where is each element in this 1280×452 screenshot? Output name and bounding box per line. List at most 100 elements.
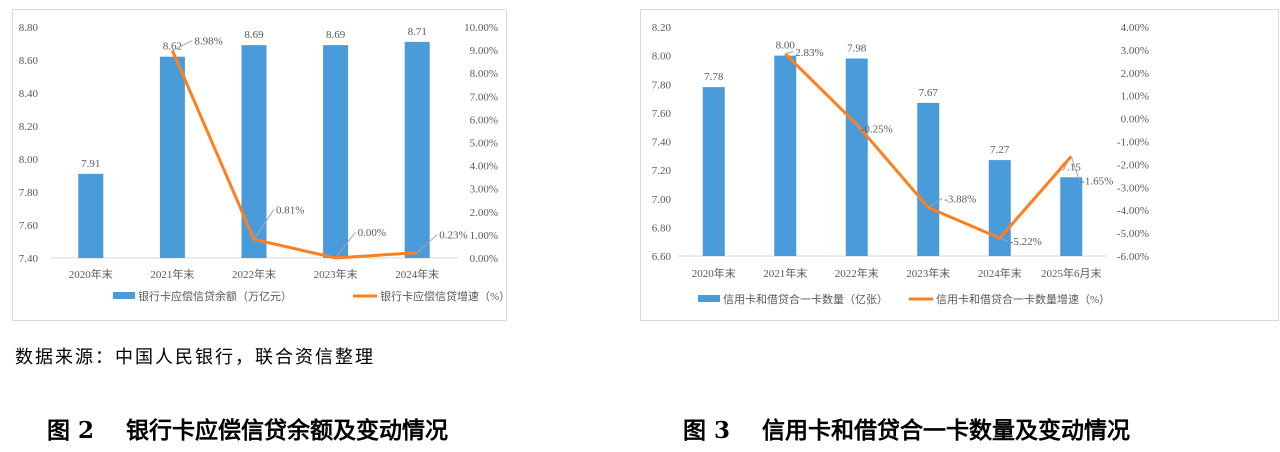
y-axis-tick-label: 7.60 — [19, 220, 39, 232]
data-label-leader — [172, 40, 193, 52]
x-axis-category-label: 2021年末 — [763, 266, 807, 280]
bar — [323, 45, 349, 259]
data-label-leader — [999, 237, 1008, 242]
data-label-leader — [785, 51, 794, 55]
data-label-leader — [253, 209, 275, 240]
data-label-leader — [927, 198, 943, 208]
y-axis-tick-label: 8.20 — [19, 121, 39, 133]
y2-axis-tick-label: 4.00% — [1121, 22, 1149, 34]
y-axis-tick-label: 7.80 — [19, 187, 39, 199]
bar-value-label: 7.98 — [847, 42, 867, 54]
y-axis-tick-label: 8.00 — [652, 51, 672, 63]
chart-card-count: 6.60 6.80 7.00 7.20 7.40 7.60 7.80 8.00 8.20 -6.0… — [640, 9, 1279, 321]
bar — [702, 87, 725, 256]
y2-axis-tick-label: 0.00% — [470, 253, 498, 265]
bar — [774, 55, 797, 256]
data-label-leader — [856, 124, 860, 129]
y2-axis-tick-label: 5.00% — [470, 138, 498, 150]
y2-axis-tick-label: 3.00% — [1121, 45, 1149, 57]
y-axis-tick-label: 6.60 — [652, 251, 672, 263]
legend-bar-swatch — [113, 292, 135, 299]
bar-value-label: 8.71 — [408, 26, 427, 38]
y2-axis-tick-label: -1.00% — [1117, 137, 1149, 149]
y2-axis-tick-label: -4.00% — [1117, 205, 1149, 217]
line-value-label: 0.23% — [439, 230, 467, 242]
data-label-leader — [335, 231, 356, 259]
chart-bank-card-credit-svg: 7.40 7.60 7.80 8.00 8.20 8.40 8.60 8.80 0.00% 1.0… — [19, 22, 510, 303]
figure-3-caption: 图 3 信用卡和借贷合一卡数量及变动情况 — [683, 417, 1131, 444]
x-axis-category-label: 2024年末 — [395, 267, 439, 281]
data-label-leader — [1070, 156, 1080, 181]
y2-axis-tick-label: -6.00% — [1117, 251, 1149, 263]
y-axis-tick-label: 8.20 — [652, 22, 672, 34]
x-axis-category-label: 2020年末 — [69, 267, 113, 281]
bar — [1060, 177, 1083, 256]
y2-axis-tick-label: 3.00% — [470, 184, 498, 196]
bar-value-label: 7.15 — [1062, 161, 1082, 173]
y-axis-tick-label: 7.20 — [652, 165, 672, 177]
y-axis-tick-label: 7.80 — [652, 79, 672, 91]
bar-value-label: 7.91 — [81, 158, 100, 170]
line-value-label: 0.00% — [358, 227, 386, 239]
bar-value-label: 8.00 — [776, 40, 796, 52]
y2-axis-tick-label: -3.00% — [1117, 182, 1149, 194]
bar — [845, 58, 868, 256]
x-axis-category-label: 2024年末 — [978, 266, 1022, 280]
legend-bar-label: 信用卡和借贷合一卡数量（亿张） — [723, 292, 888, 306]
bar — [404, 41, 430, 258]
line-value-label: -3.88% — [944, 193, 976, 205]
data-source-note: 数据来源：中国人民银行，联合资信整理 — [15, 347, 375, 368]
y2-axis-tick-label: -5.00% — [1117, 228, 1149, 240]
bar — [159, 56, 185, 259]
y2-axis-tick-label: -2.00% — [1117, 159, 1149, 171]
y2-axis-tick-label: 1.00% — [1121, 91, 1149, 103]
bar-value-label: 7.27 — [990, 144, 1010, 156]
x-axis-category-label: 2022年末 — [232, 267, 276, 281]
growth-line — [171, 49, 418, 260]
chart-bank-card-credit: 7.40 7.60 7.80 8.00 8.20 8.40 8.60 8.80 0.00% 1.0… — [12, 9, 510, 321]
x-axis-category-label: 2023年末 — [314, 267, 358, 281]
y-axis-tick-label: 8.80 — [19, 22, 39, 34]
bar — [988, 160, 1011, 256]
line-value-label: -1.65% — [1081, 175, 1113, 187]
y-axis-tick-label: 8.60 — [19, 55, 39, 67]
x-axis-category-label: 2025年6月末 — [1041, 266, 1102, 280]
y2-axis-tick-label: 10.00% — [464, 22, 498, 34]
line-value-label: -5.22% — [1010, 236, 1042, 248]
line-value-label: 0.81% — [276, 204, 304, 216]
x-axis-category-label: 2021年末 — [150, 267, 194, 281]
y2-axis-tick-label: 2.00% — [1121, 68, 1149, 80]
y-axis-tick-label: 8.40 — [19, 88, 39, 100]
x-axis-category-label: 2022年末 — [835, 266, 879, 280]
bar-value-label: 8.69 — [326, 29, 346, 41]
chart-card-count-svg: 6.60 6.80 7.00 7.20 7.40 7.60 7.80 8.00 8.20 -6.0… — [652, 22, 1149, 306]
bar-value-label: 7.78 — [704, 71, 724, 83]
legend-bar-swatch — [698, 295, 720, 302]
y2-axis-tick-label: 8.00% — [470, 68, 498, 80]
bar — [78, 173, 104, 258]
x-axis-category-label: 2023年末 — [906, 266, 950, 280]
y-axis-tick-label: 6.80 — [652, 222, 672, 234]
legend-line-label: 银行卡应偿信贷增速（%） — [380, 289, 506, 303]
figure-2-caption: 图 2 银行卡应偿信贷余额及变动情况 — [47, 417, 449, 444]
legend-bar-label: 银行卡应偿信贷余额（万亿元） — [138, 289, 292, 303]
line-value-label: 2.83% — [795, 47, 823, 59]
y-axis-tick-label: 7.40 — [652, 137, 672, 149]
y2-axis-tick-label: 6.00% — [470, 114, 498, 126]
data-label-leader — [416, 234, 438, 254]
y2-axis-tick-label: 4.00% — [470, 161, 498, 173]
bar — [917, 102, 940, 256]
y2-axis-tick-label: 2.00% — [470, 207, 498, 219]
bar-value-label: 7.67 — [919, 87, 939, 99]
bar-value-label: 8.69 — [244, 29, 264, 41]
y-axis-tick-label: 7.00 — [652, 194, 672, 206]
bar-value-label: 8.62 — [163, 41, 182, 53]
line-value-label: -0.25% — [861, 123, 893, 135]
x-axis-category-label: 2020年末 — [692, 266, 736, 280]
y-axis-tick-label: 7.40 — [19, 253, 39, 265]
y2-axis-tick-label: 9.00% — [470, 45, 498, 57]
y2-axis-tick-label: 7.00% — [470, 91, 498, 103]
y2-axis-tick-label: 0.00% — [1121, 114, 1149, 126]
y-axis-tick-label: 8.00 — [19, 154, 39, 166]
y2-axis-tick-label: 1.00% — [470, 230, 498, 242]
